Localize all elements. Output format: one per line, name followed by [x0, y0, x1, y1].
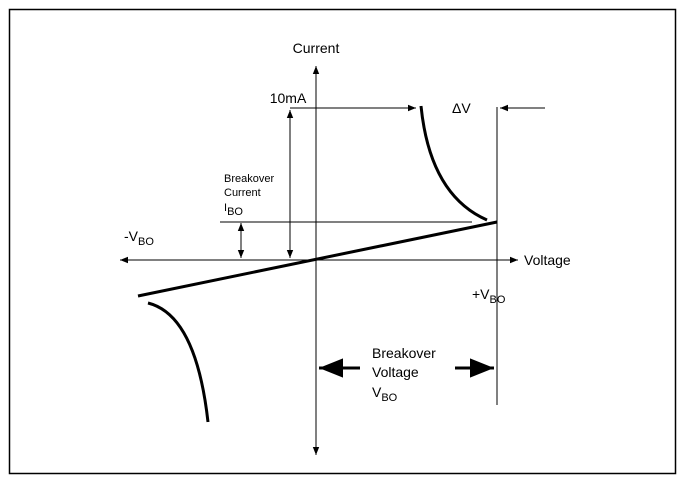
subscript: BO [138, 236, 154, 248]
breakover-current-symbol: IBO [224, 202, 243, 218]
symbol: I [224, 202, 227, 214]
positive-vbo-label: +VBO [472, 286, 506, 306]
upper-curve [419, 105, 488, 222]
breakover-voltage-line2: Voltage [372, 364, 419, 380]
subscript: BO [490, 294, 506, 306]
breakover-voltage-symbol: VBO [372, 384, 398, 404]
subscript: BO [227, 206, 243, 218]
breakover-voltage-line1: Breakover [372, 345, 436, 361]
symbol: -V [124, 228, 139, 244]
lower-curve [147, 301, 210, 423]
breakover-current-line2: Current [224, 187, 261, 199]
test-current-label: 10mA [270, 90, 307, 106]
voltage-label: Voltage [524, 252, 571, 268]
frame [8, 8, 677, 475]
breakover-current-line1: Breakover [224, 173, 274, 185]
negative-vbo-label: -VBO [124, 228, 154, 248]
symbol: +V [472, 286, 490, 302]
iv-line [137, 220, 498, 298]
subscript: BO [381, 392, 397, 404]
symbol: V [372, 384, 382, 400]
delta-v-label: ΔV [452, 100, 471, 116]
current-label: Current [293, 40, 340, 56]
